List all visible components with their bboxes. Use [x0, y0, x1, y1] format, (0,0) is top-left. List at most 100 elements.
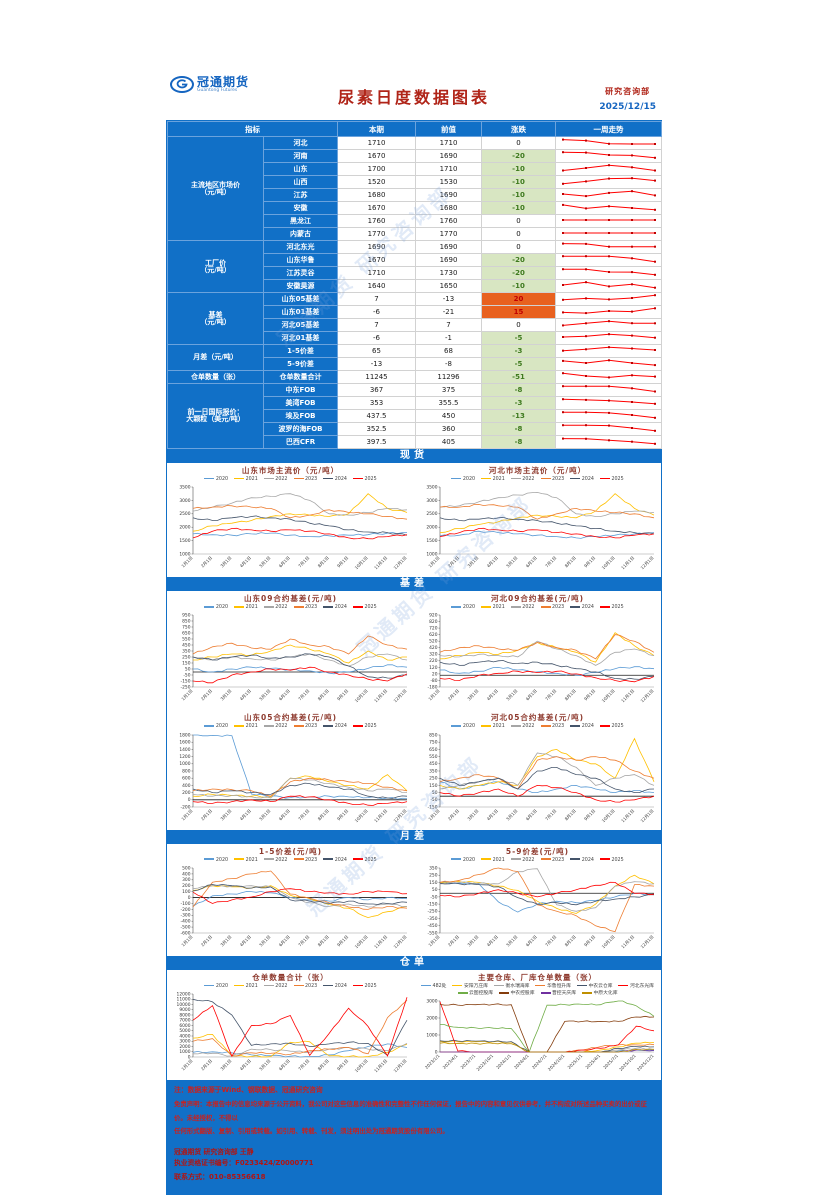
svg-text:250: 250	[182, 655, 191, 661]
svg-text:3000: 3000	[179, 498, 190, 504]
indicator-group-label: 仓单数量（张）	[167, 370, 264, 384]
chart-hebei-09-basis: 河北09合约基差(元/吨) 2020 2021 2022 2023 2024 2025 9…	[414, 591, 661, 710]
section-spot: 现货 山东市场主流价（元/吨） 2020 2021 2022 2023 2024 2025…	[167, 449, 661, 578]
svg-text:12月1日: 12月1日	[639, 808, 655, 824]
section-header-spot: 现货	[167, 449, 661, 463]
weekly-trend-sparkline	[561, 307, 656, 315]
svg-text:3月1日: 3月1日	[466, 934, 480, 948]
report-body: 指标 本期 前值 涨跌 一周走势 主流地区市场价 （元/吨） 河北 1710 1710 0…	[166, 120, 662, 1195]
svg-text:6月1日: 6月1日	[277, 1058, 291, 1072]
col-header-indicator: 指标	[167, 121, 338, 137]
svg-text:5月1日: 5月1日	[258, 934, 272, 948]
svg-text:250: 250	[429, 873, 438, 879]
weekly-trend-sparkline	[561, 346, 656, 352]
svg-text:-450: -450	[427, 923, 437, 929]
svg-text:9月1日: 9月1日	[336, 1058, 350, 1072]
svg-text:8月1日: 8月1日	[316, 934, 330, 948]
weekly-trend-cell	[555, 266, 662, 280]
guantong-logo: 冠通期货 Guantong Futures	[170, 76, 249, 94]
indicator-group-label: 基差 （元/吨）	[167, 292, 264, 345]
svg-text:650: 650	[182, 631, 191, 637]
table-row: 安徽昊源 1640 1650 -10	[168, 279, 662, 293]
report-page: 冠通期货 Guantong Futures 尿素日度数据图表 研究咨询部 202…	[166, 70, 662, 1195]
chart-receipts-warehouse: 主要仓库、厂库仓单数量（张） 482处 安阳万庄库 衡水瑞海库 华鲁恒升库 中农云仓库河…	[414, 970, 661, 1075]
legend-item: 2023	[293, 724, 317, 730]
svg-text:350: 350	[429, 768, 438, 774]
svg-text:9月1日: 9月1日	[336, 934, 350, 948]
svg-text:2500: 2500	[179, 511, 190, 517]
svg-text:7月1日: 7月1日	[297, 689, 311, 703]
current-value: 1670	[337, 201, 416, 215]
weekly-trend-cell	[555, 305, 662, 319]
svg-text:750: 750	[429, 739, 438, 745]
current-value: 367	[337, 383, 416, 397]
section-receipts: 仓单 仓单数量合计（张） 2020 2021 2022 2023 2024 2025 12…	[167, 955, 661, 1081]
weekly-trend-sparkline	[561, 138, 656, 145]
svg-text:7000: 7000	[179, 1018, 190, 1024]
change-value: 0	[481, 214, 556, 228]
svg-text:750: 750	[182, 625, 191, 631]
table-row: 山东01基差 -6 -21 15	[168, 305, 662, 319]
svg-text:50: 50	[431, 790, 437, 796]
legend-item: 2023	[293, 477, 317, 483]
disclaimer-line-2: 任何形式翻版、复制、引用或转载。如引用、转载、刊发，须注明出处为冠通期货股份有限…	[174, 1127, 449, 1136]
svg-text:300: 300	[182, 877, 191, 883]
svg-text:450: 450	[182, 643, 191, 649]
svg-text:400: 400	[182, 871, 191, 877]
indicator-group-label: 主流地区市场价 （元/吨）	[167, 136, 264, 241]
svg-text:-400: -400	[180, 919, 190, 925]
svg-text:1800: 1800	[179, 732, 190, 738]
report-date: 2025/12/15	[599, 102, 656, 112]
report-footer: 注：数据来源于Wind、钢联数据、冠通研究咨询 免责声明：本报告中的信息均来源于…	[167, 1080, 661, 1194]
previous-value: 1770	[415, 227, 482, 241]
svg-text:11月1日: 11月1日	[373, 934, 389, 950]
svg-text:-300: -300	[180, 913, 190, 919]
weekly-trend-sparkline	[561, 151, 656, 159]
svg-text:8月1日: 8月1日	[563, 934, 577, 948]
table-row: 河南 1670 1690 -20	[168, 149, 662, 163]
previous-value: 1690	[415, 188, 482, 202]
svg-text:10月1日: 10月1日	[600, 808, 616, 824]
current-value: 1640	[337, 279, 416, 293]
svg-text:10月1日: 10月1日	[353, 1058, 369, 1074]
svg-text:2023/4/1: 2023/4/1	[441, 1053, 458, 1070]
current-value: 1670	[337, 149, 416, 163]
previous-value: 1760	[415, 214, 482, 228]
svg-text:6月1日: 6月1日	[524, 808, 538, 822]
svg-text:2024/4/1: 2024/4/1	[513, 1053, 530, 1070]
svg-text:120: 120	[429, 665, 438, 671]
legend-item: 中原大化库	[582, 991, 618, 997]
svg-text:2024/1/1: 2024/1/1	[495, 1053, 512, 1070]
legend-item: 2024	[323, 858, 347, 864]
legend-item: 2025	[599, 605, 624, 611]
table-row: 前一日国际报价： 大颗粒（美元/吨） 中东FOB 367 375 -8	[167, 383, 662, 449]
svg-text:1000: 1000	[426, 1033, 437, 1039]
svg-text:-50: -50	[430, 894, 437, 900]
weekly-trend-sparkline	[561, 232, 656, 234]
svg-text:550: 550	[429, 754, 438, 760]
weekly-trend-cell	[555, 201, 662, 215]
change-value: -8	[481, 383, 556, 397]
table-row: 巴西CFR 397.5 405 -8	[168, 435, 662, 449]
legend-item: 2021	[481, 477, 505, 483]
previous-value: 1710	[415, 136, 482, 150]
indicator-name: 巴西CFR	[263, 435, 338, 449]
current-value: 1680	[337, 188, 416, 202]
svg-text:1400: 1400	[179, 747, 190, 753]
svg-text:9月1日: 9月1日	[583, 934, 597, 948]
svg-text:3月1日: 3月1日	[466, 555, 480, 569]
previous-value: 1530	[415, 175, 482, 189]
weekly-trend-cell	[555, 162, 662, 176]
indicator-name: 埃及FOB	[263, 409, 338, 423]
svg-text:12月1日: 12月1日	[639, 555, 655, 571]
svg-text:2024/10/1: 2024/10/1	[546, 1053, 565, 1072]
legend-item: 2024	[323, 724, 347, 730]
svg-text:0: 0	[187, 1055, 190, 1061]
svg-text:4月1日: 4月1日	[485, 934, 499, 948]
svg-text:350: 350	[182, 649, 191, 655]
weekly-trend-sparkline	[561, 437, 656, 445]
analyst-signature: 冠通期货 研究咨询部 王静	[174, 1147, 254, 1156]
legend-item: 2020	[451, 605, 475, 611]
svg-text:7月1日: 7月1日	[544, 808, 558, 822]
